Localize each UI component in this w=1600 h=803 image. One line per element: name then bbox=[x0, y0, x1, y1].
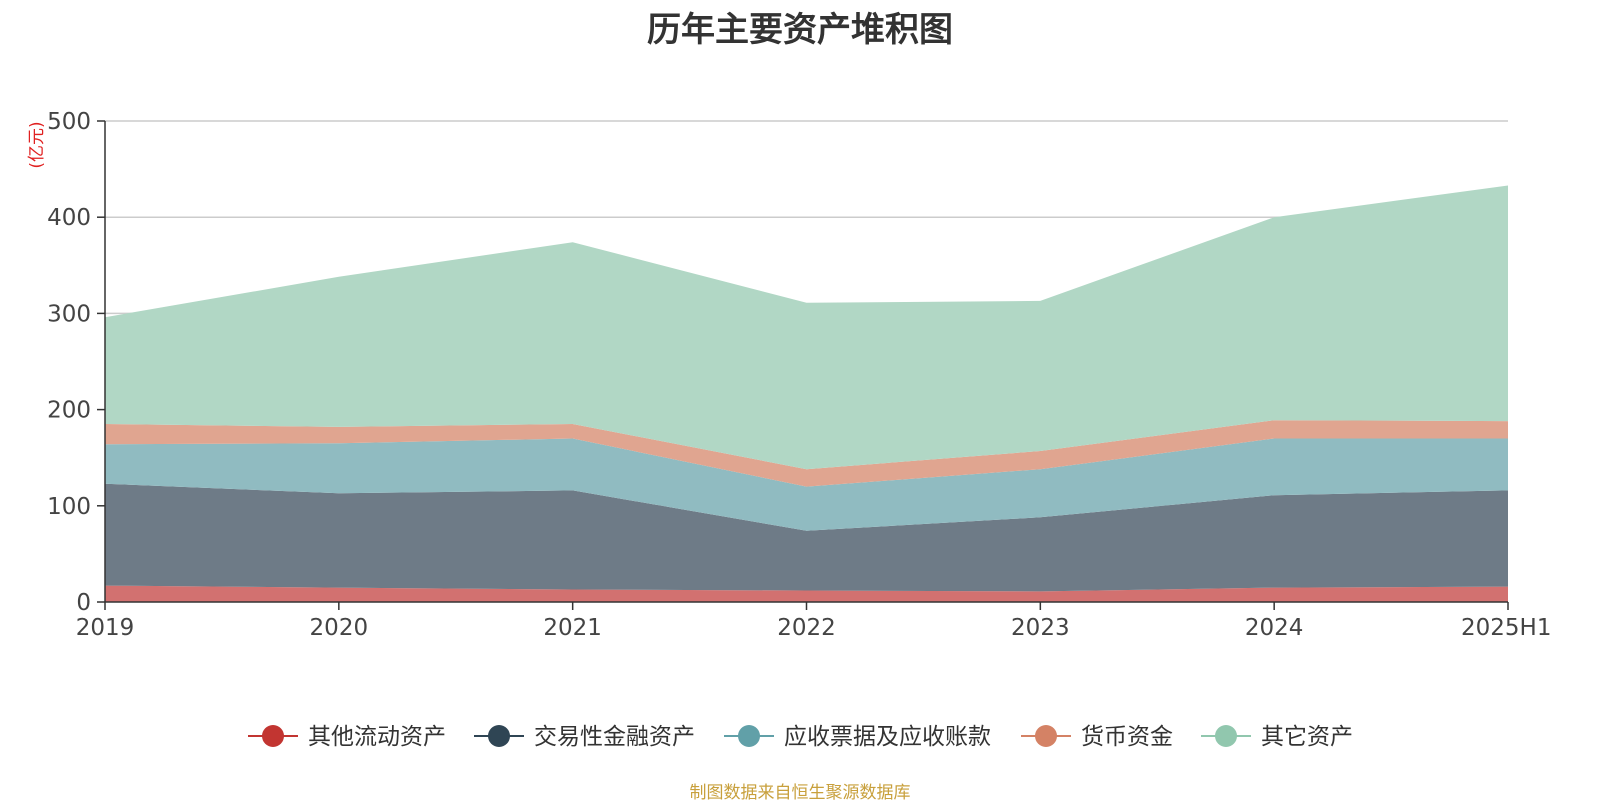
legend-label: 其他流动资产 bbox=[308, 724, 446, 750]
legend-label: 其它资产 bbox=[1261, 724, 1353, 750]
y-tick-label: 0 bbox=[76, 590, 91, 616]
x-tick-label: 2021 bbox=[543, 615, 602, 641]
x-tick-label: 2022 bbox=[777, 615, 836, 641]
area-series-4 bbox=[105, 420, 1508, 487]
y-tick-label: 400 bbox=[47, 205, 91, 231]
data-source-note: 制图数据来自恒生聚源数据库 bbox=[689, 783, 911, 803]
x-tick-label: 2020 bbox=[310, 615, 369, 641]
y-tick-label: 100 bbox=[47, 494, 91, 520]
legend-label: 交易性金融资产 bbox=[534, 724, 695, 750]
area-series-3 bbox=[105, 438, 1508, 531]
y-tick-label: 500 bbox=[47, 109, 91, 135]
legend-item-2[interactable]: 交易性金融资产 bbox=[474, 724, 695, 750]
x-tick-label: 2025H1 bbox=[1461, 615, 1551, 641]
legend-item-1[interactable]: 其他流动资产 bbox=[248, 724, 446, 750]
chart-title: 历年主要资产堆积图 bbox=[647, 10, 953, 50]
axes: 0 100 200 300 400 500 2019 2020 2021 2022 2023 2024… bbox=[27, 109, 1551, 641]
legend-item-3[interactable]: 应收票据及应收账款 bbox=[724, 724, 991, 750]
y-axis-unit-label: (亿元) bbox=[27, 121, 47, 168]
legend-item-5[interactable]: 其它资产 bbox=[1201, 724, 1353, 750]
legend-marker-icon bbox=[738, 725, 760, 747]
x-tick-label: 2024 bbox=[1245, 615, 1304, 641]
y-tick-label: 200 bbox=[47, 398, 91, 424]
legend-marker-icon bbox=[1215, 725, 1237, 747]
area-series-2 bbox=[105, 483, 1508, 592]
area-series-5 bbox=[105, 185, 1508, 470]
x-tick-label: 2023 bbox=[1011, 615, 1070, 641]
legend-marker-icon bbox=[488, 725, 510, 747]
x-tick-label: 2019 bbox=[76, 615, 135, 641]
legend-marker-icon bbox=[1035, 725, 1057, 747]
area-series bbox=[105, 185, 1508, 602]
legend-marker-icon bbox=[262, 725, 284, 747]
y-tick-label: 300 bbox=[47, 301, 91, 327]
legend-label: 应收票据及应收账款 bbox=[784, 724, 991, 750]
legend-item-4[interactable]: 货币资金 bbox=[1021, 724, 1173, 750]
legend-label: 货币资金 bbox=[1081, 724, 1173, 750]
legend: 其他流动资产 交易性金融资产 应收票据及应收账款 货币资金 其它资产 bbox=[248, 724, 1353, 750]
area-series-1 bbox=[105, 585, 1508, 602]
